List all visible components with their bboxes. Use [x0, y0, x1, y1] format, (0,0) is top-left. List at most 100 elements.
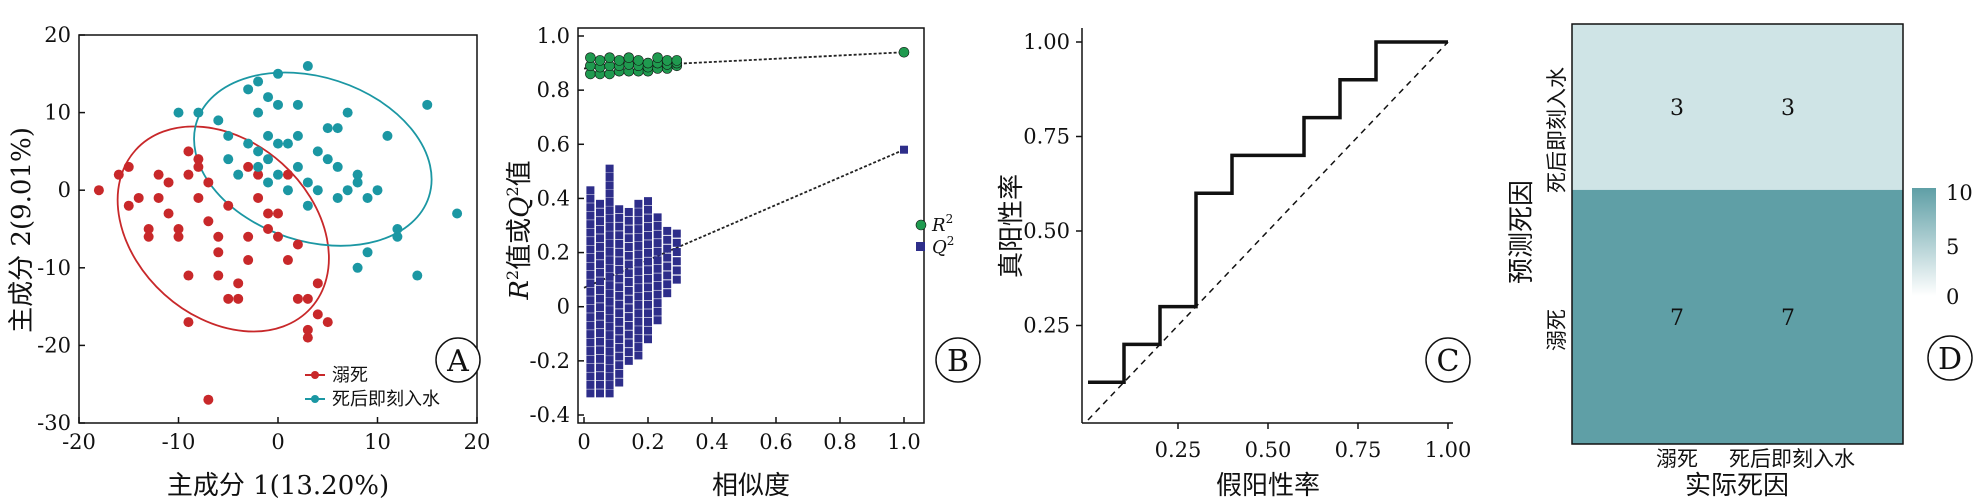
- r2-point: [604, 52, 615, 63]
- q2-point: [605, 381, 614, 390]
- fit-line: [583, 51, 905, 70]
- q2-point: [605, 256, 614, 265]
- q2-point: [586, 228, 595, 237]
- q2-point: [644, 266, 652, 275]
- pca-point: [292, 130, 303, 141]
- pca-point: [412, 270, 423, 281]
- legend-r2-sup: 2: [946, 212, 954, 226]
- pca-point: [263, 208, 274, 219]
- q2-point: [596, 380, 604, 389]
- pca-point: [352, 169, 363, 180]
- q2-point: [605, 356, 614, 365]
- heatmap-row-band: [1572, 24, 1903, 190]
- q2-point: [653, 281, 662, 290]
- q2-point: [605, 247, 614, 256]
- pca-point: [342, 107, 353, 118]
- panel-a-ellipses: [116, 71, 433, 333]
- pca-point: [263, 154, 274, 165]
- q2-point: [653, 307, 662, 316]
- q2-point: [653, 213, 662, 222]
- pca-point: [292, 239, 303, 250]
- pca-point: [253, 107, 264, 118]
- q2-point: [634, 334, 643, 343]
- legend-drowning-marker: [311, 371, 319, 379]
- legend-q2-marker: [916, 242, 925, 251]
- q2-point: [615, 213, 624, 222]
- q2-point: [644, 283, 652, 292]
- pca-point: [273, 208, 283, 219]
- a-ytick-label: 20: [44, 23, 71, 47]
- pca-point: [143, 224, 154, 234]
- q2-point: [644, 300, 652, 309]
- q2-point: [596, 285, 604, 294]
- pca-point: [253, 161, 264, 172]
- c-ytick-label: 0.75: [1023, 125, 1070, 149]
- a-ytick-label: -30: [37, 411, 71, 435]
- q2-point: [596, 208, 604, 217]
- panel-c-letter: C: [1437, 344, 1460, 379]
- q2-point: [644, 205, 652, 214]
- pca-point: [223, 154, 234, 165]
- q2-point: [615, 291, 624, 300]
- q2-point: [672, 275, 681, 284]
- pca-point: [233, 169, 244, 180]
- q2-point: [596, 217, 604, 226]
- q2-point: [586, 389, 595, 398]
- confidence-ellipse: [193, 71, 433, 247]
- b-xtick-label: 0.2: [631, 430, 664, 454]
- ylabel-mid: 值或: [505, 218, 535, 270]
- q2-point: [615, 369, 624, 378]
- pca-point: [322, 154, 333, 165]
- q2-point: [586, 321, 595, 330]
- q2-point: [605, 181, 614, 190]
- pca-point: [183, 146, 194, 157]
- q2-point: [672, 238, 681, 247]
- pca-point: [452, 208, 463, 219]
- pca-point: [253, 146, 264, 157]
- heatmap-frame: [1571, 23, 1904, 445]
- panel-c: 0.25 0.50 0.75 1.00 0.25 0.50 0.75 1.00 假阳性率 真阳…: [997, 28, 1471, 501]
- pca-point: [123, 161, 134, 172]
- pca-point: [273, 231, 283, 242]
- panel-b-ticks: 0 0.2 0.4 0.6 0.8 1.0 -0.4 -0.2 0 0.2 0.4 0.6 0.8 1.0: [530, 24, 921, 454]
- q2-point: [615, 265, 624, 274]
- q2-point: [634, 216, 643, 225]
- q2-point: [663, 235, 672, 244]
- q2-point: [653, 239, 662, 248]
- c-xtick-label: 0.50: [1245, 438, 1292, 462]
- r2-point: [623, 52, 635, 63]
- q2-point: [605, 164, 614, 173]
- q2-point: [596, 294, 604, 303]
- q2-point: [624, 234, 633, 243]
- q2-point: [644, 248, 652, 257]
- panel-b-xlabel: 相似度: [712, 471, 790, 501]
- pca-point: [273, 99, 283, 110]
- c-ytick-label: 0.25: [1023, 314, 1070, 338]
- panel-a-legend: 溺死 死后即刻入水: [305, 365, 440, 410]
- pca-point: [253, 169, 264, 180]
- q2-point: [663, 244, 672, 253]
- pca-point: [253, 76, 264, 87]
- q2-point: [615, 205, 624, 214]
- q2-point: [644, 309, 652, 318]
- q2-point: [624, 348, 633, 357]
- q2-point: [634, 351, 643, 360]
- q2-point: [615, 326, 624, 335]
- q2-point: [605, 314, 614, 323]
- pca-point: [282, 169, 293, 180]
- q2-point: [644, 274, 652, 283]
- pca-point: [243, 138, 254, 149]
- q2-point: [653, 230, 662, 239]
- pca-point: [362, 192, 373, 203]
- q2-point: [586, 245, 595, 254]
- q2-point: [605, 272, 614, 281]
- q2-point: [634, 343, 643, 352]
- q2-point: [596, 389, 604, 398]
- q2-point: [653, 256, 662, 265]
- pca-point: [233, 278, 244, 289]
- q2-point: [605, 206, 614, 215]
- q2-point: [596, 346, 604, 355]
- pca-point: [213, 231, 224, 242]
- q2-point: [586, 347, 595, 356]
